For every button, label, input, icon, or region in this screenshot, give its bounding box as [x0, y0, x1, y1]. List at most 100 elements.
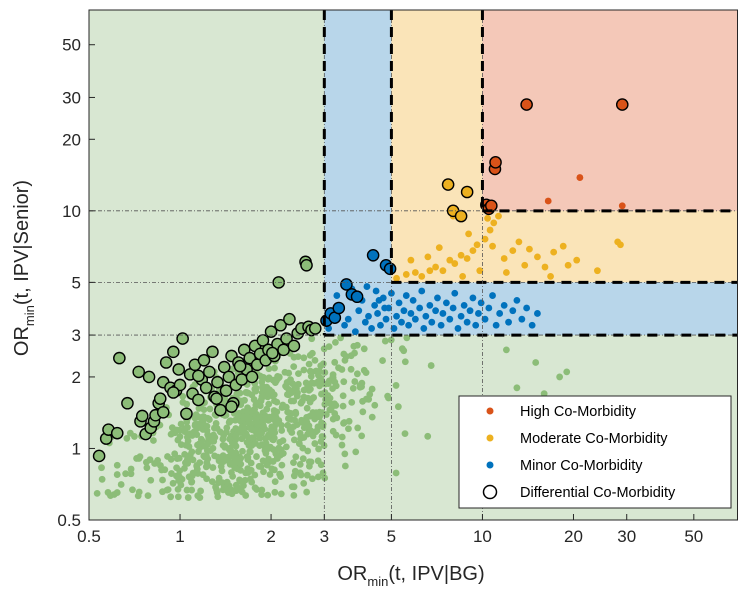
- point-moderate: [463, 255, 471, 262]
- point-other: [307, 427, 315, 435]
- point-other: [254, 431, 262, 439]
- point-other: [381, 337, 389, 345]
- point-other: [157, 462, 164, 469]
- point-other: [253, 453, 260, 460]
- point-minor: [434, 294, 441, 302]
- point-minor: [365, 312, 372, 320]
- point-moderate: [534, 253, 541, 261]
- point-moderate: [476, 267, 484, 275]
- x-tick-label: 50: [684, 527, 703, 546]
- point-other: [179, 392, 187, 400]
- point-other: [340, 419, 348, 426]
- point-other: [104, 489, 112, 496]
- point-differential: [287, 339, 301, 353]
- point-other: [271, 364, 278, 372]
- point-other: [279, 401, 287, 409]
- point-other: [256, 442, 264, 450]
- point-other: [265, 455, 272, 463]
- point-other: [209, 444, 217, 452]
- point-differential: [172, 363, 186, 376]
- point-other: [98, 464, 105, 472]
- point-other: [260, 422, 267, 430]
- point-minor: [405, 321, 413, 329]
- point-minor: [500, 301, 508, 309]
- point-other: [365, 395, 373, 403]
- point-other: [359, 397, 366, 405]
- point-other: [273, 419, 281, 427]
- point-other: [338, 441, 346, 449]
- point-minor: [518, 315, 526, 323]
- point-other: [228, 486, 235, 494]
- point-other: [213, 489, 221, 496]
- point-other: [275, 444, 283, 452]
- point-other: [244, 404, 251, 412]
- point-minor: [428, 318, 436, 326]
- x-axis-label-base: OR: [337, 563, 367, 585]
- y-tick-label: 3: [72, 326, 81, 345]
- point-other: [245, 467, 253, 475]
- point-minor: [463, 318, 471, 326]
- point-moderate: [402, 271, 410, 278]
- point-other: [352, 448, 360, 456]
- point-moderate: [509, 247, 517, 255]
- point-other: [339, 402, 347, 410]
- point-other: [300, 366, 308, 374]
- point-other: [122, 470, 130, 478]
- point-other: [143, 464, 151, 472]
- legend-label-high: High Co-Morbidity: [520, 404, 637, 420]
- point-minor: [388, 289, 395, 297]
- point-other: [292, 408, 299, 416]
- point-minor: [422, 312, 430, 320]
- legend-item-differential: Differential Co-Morbidity: [482, 484, 676, 501]
- point-other: [232, 432, 240, 440]
- point-differential: [180, 407, 193, 421]
- point-other: [182, 459, 189, 467]
- point-other: [305, 422, 313, 430]
- point-other: [284, 408, 292, 416]
- point-other: [339, 392, 347, 400]
- data-points: [92, 98, 629, 502]
- point-other: [208, 438, 216, 445]
- point-differential: [203, 365, 216, 379]
- point-other: [261, 447, 269, 454]
- point-minor: [439, 310, 447, 317]
- region-backgrounds: [89, 10, 738, 520]
- point-other: [296, 461, 304, 468]
- point-other: [240, 413, 248, 421]
- x-axis-label-rest: (t, IPV|BG): [388, 563, 484, 585]
- point-other: [321, 369, 329, 376]
- point-minor: [375, 296, 383, 304]
- point-other: [188, 448, 196, 456]
- point-other: [219, 435, 227, 443]
- point-minor: [377, 321, 384, 329]
- point-other: [131, 433, 138, 440]
- point-differential: [166, 345, 180, 359]
- point-minor: [393, 312, 400, 320]
- point-other: [228, 469, 235, 476]
- point-minor: [492, 321, 500, 329]
- point-other: [290, 491, 298, 499]
- point-minor: [381, 304, 389, 312]
- point-differential: [153, 392, 167, 405]
- point-minor: [485, 304, 493, 312]
- point-other: [259, 383, 266, 390]
- point-high: [544, 197, 552, 205]
- point-other: [291, 467, 299, 475]
- point-differential: [176, 332, 189, 345]
- point-other: [185, 443, 193, 450]
- point-minor: [489, 292, 496, 299]
- point-differential: [441, 178, 455, 191]
- point-other: [371, 401, 379, 409]
- y-tick-label: 0.5: [57, 511, 81, 530]
- point-other: [188, 486, 196, 494]
- point-other: [347, 365, 355, 373]
- point-other: [297, 471, 305, 479]
- point-other: [295, 370, 302, 378]
- point-other: [332, 338, 339, 346]
- point-other: [117, 481, 125, 488]
- point-other: [263, 405, 271, 413]
- point-other: [136, 453, 144, 461]
- legend-label-minor: Minor Co-Morbidity: [520, 458, 643, 474]
- point-other: [226, 417, 234, 425]
- point-other: [205, 415, 213, 423]
